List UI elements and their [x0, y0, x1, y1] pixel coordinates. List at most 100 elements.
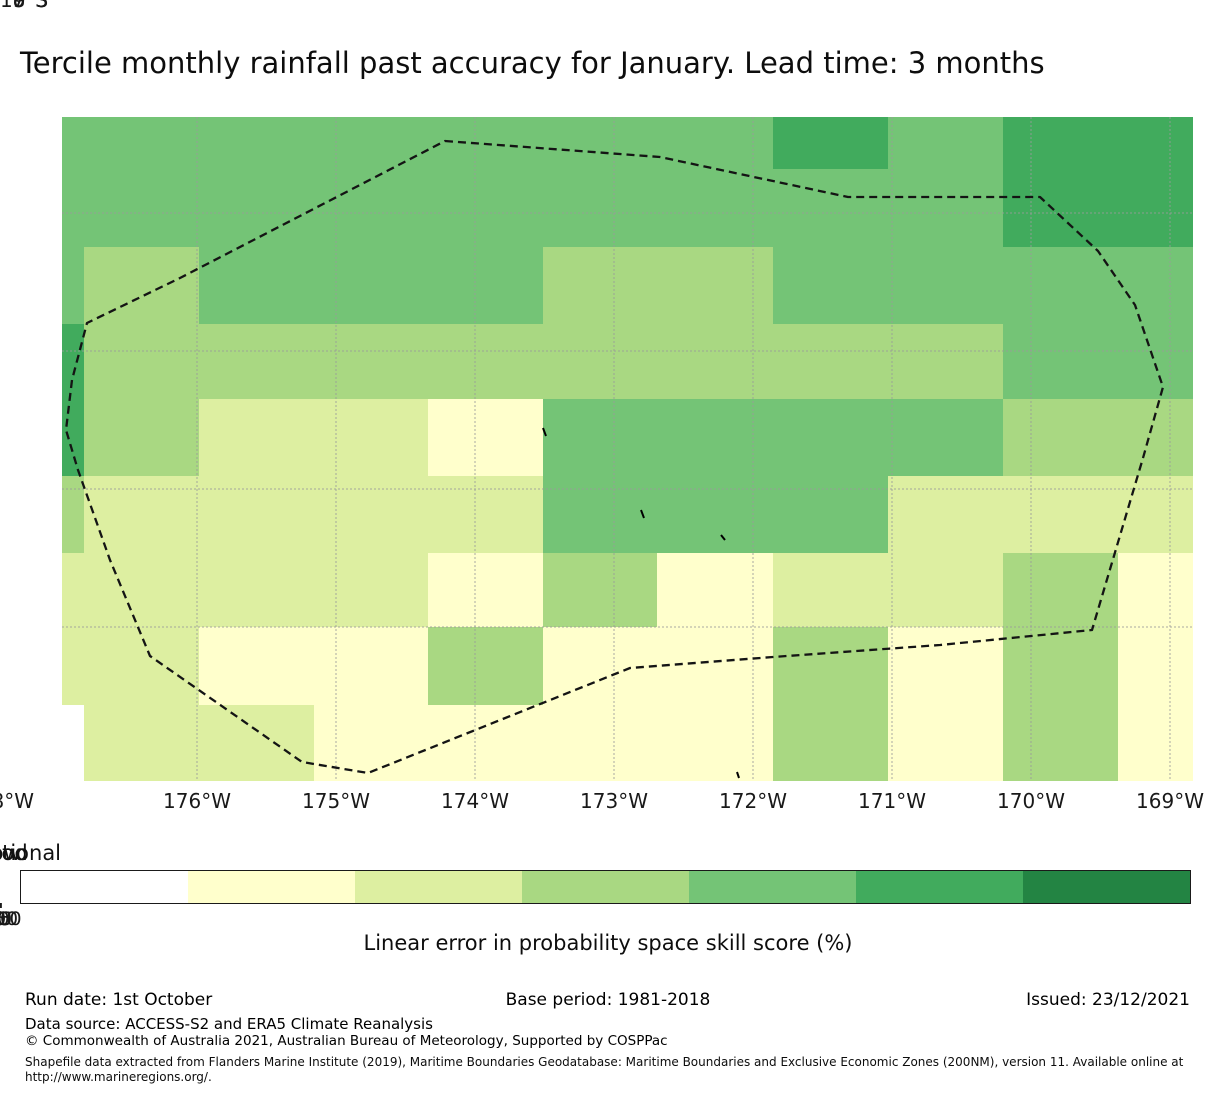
heatmap-cell — [888, 627, 1003, 705]
heatmap-cell — [1003, 553, 1118, 627]
chart-title: Tercile monthly rainfall past accuracy f… — [20, 46, 1045, 80]
heatmap-cell — [62, 705, 84, 781]
heatmap-cell — [1118, 476, 1193, 553]
heatmap-cell — [1003, 117, 1118, 169]
colorbar-category-good: Good — [0, 841, 28, 865]
heatmap-cell — [657, 553, 773, 627]
y-tick-label: 9°S — [12, 0, 48, 12]
heatmap-cell — [543, 247, 657, 324]
heatmap-cell — [1003, 399, 1118, 476]
heatmap-cell — [543, 553, 657, 627]
heatmap-cell — [199, 324, 314, 399]
heatmap-cell — [773, 476, 888, 553]
heatmap-cell — [428, 627, 543, 705]
heatmap-cell — [888, 247, 1003, 324]
heatmap-cell — [199, 705, 314, 781]
heatmap-cell — [773, 117, 888, 169]
heatmap-cell — [314, 705, 428, 781]
heatmap-cell — [199, 399, 314, 476]
heatmap-cell — [543, 705, 657, 781]
x-tick-label: 168°W — [0, 789, 34, 813]
colorbar-caption: Linear error in probability space skill … — [363, 931, 853, 955]
heatmap-cell — [314, 324, 428, 399]
y-tick-label: 7°S — [12, 0, 48, 12]
heatmap-cell — [428, 553, 543, 627]
heatmap-cell — [657, 169, 773, 247]
heatmap-cell — [543, 324, 657, 399]
x-tick-label: 173°W — [580, 789, 648, 813]
island-mark — [736, 771, 740, 779]
colorbar-segment — [355, 871, 522, 903]
run-date-text: Run date: 1st October — [25, 990, 213, 1010]
colorbar-segment — [21, 871, 188, 903]
heatmap-cell — [428, 169, 543, 247]
heatmap-cell — [773, 553, 888, 627]
heatmap-cell — [1003, 476, 1118, 553]
heatmap-cell — [1118, 399, 1193, 476]
heatmap-cell — [199, 117, 314, 169]
heatmap-cell — [1003, 247, 1118, 324]
heatmap-cell — [773, 247, 888, 324]
heatmap-cell — [314, 627, 428, 705]
heatmap-cell — [1118, 247, 1193, 324]
heatmap-cell — [888, 553, 1003, 627]
heatmap-cell — [199, 553, 314, 627]
heatmap-cell — [199, 247, 314, 324]
colorbar-segment — [856, 871, 1023, 903]
heatmap-cell — [773, 169, 888, 247]
heatmap-cell — [428, 476, 543, 553]
heatmap-cell — [888, 705, 1003, 781]
heatmap-cell — [314, 553, 428, 627]
data-source-text: Data source: ACCESS-S2 and ERA5 Climate … — [25, 1015, 433, 1033]
heatmap-cell — [314, 117, 428, 169]
heatmap-cell — [314, 476, 428, 553]
heatmap-cell — [1003, 705, 1118, 781]
heatmap-cell — [657, 627, 773, 705]
heatmap-cell — [1118, 705, 1193, 781]
heatmap-cell — [888, 324, 1003, 399]
heatmap-cell — [1118, 117, 1193, 169]
heatmap-cell — [84, 705, 199, 781]
heatmap-cell — [428, 705, 543, 781]
base-period-text: Base period: 1981-2018 — [505, 990, 711, 1010]
heatmap-cell — [888, 117, 1003, 169]
colorbar-segment — [689, 871, 856, 903]
heatmap-cell — [1003, 627, 1118, 705]
heatmap-cell — [62, 169, 84, 247]
heatmap-cell — [199, 169, 314, 247]
x-tick-label: 171°W — [858, 789, 926, 813]
heatmap-cell — [199, 627, 314, 705]
heatmap-cell — [773, 627, 888, 705]
eez-boundary-dashed — [64, 139, 1165, 775]
heatmap-cell — [62, 117, 84, 169]
heatmap-cell — [428, 399, 543, 476]
x-tick-label: 176°W — [163, 789, 231, 813]
island-mark — [542, 427, 547, 437]
x-tick-label: 169°W — [1136, 789, 1204, 813]
island-mark — [720, 534, 726, 541]
colorbar-category-low: Low — [0, 841, 21, 865]
heatmap-cell — [62, 553, 84, 627]
heatmap-cell — [84, 553, 199, 627]
heatmap-cell — [1118, 553, 1193, 627]
heatmap-cell — [543, 627, 657, 705]
heatmap-cell — [84, 324, 199, 399]
y-tick-label: 10°S — [0, 0, 49, 12]
colorbar-segment — [188, 871, 355, 903]
island-mark — [640, 509, 645, 519]
heatmap-cell — [314, 169, 428, 247]
heatmap-cell — [199, 476, 314, 553]
heatmap-cell — [84, 476, 199, 553]
heatmap-cell — [773, 705, 888, 781]
heatmap-cell — [428, 247, 543, 324]
heatmap-cell — [428, 324, 543, 399]
heatmap-cell — [1118, 169, 1193, 247]
heatmap-cell — [1003, 324, 1118, 399]
heatmap-cell — [657, 324, 773, 399]
shapefile-attribution-text: Shapefile data extracted from Flanders M… — [25, 1055, 1184, 1084]
heatmap-cell — [773, 324, 888, 399]
colorbar-tick: 100 — [0, 903, 18, 930]
heatmap-cell — [62, 324, 84, 399]
copyright-text: © Commonwealth of Australia 2021, Austra… — [25, 1033, 668, 1049]
heatmap-cell — [888, 476, 1003, 553]
